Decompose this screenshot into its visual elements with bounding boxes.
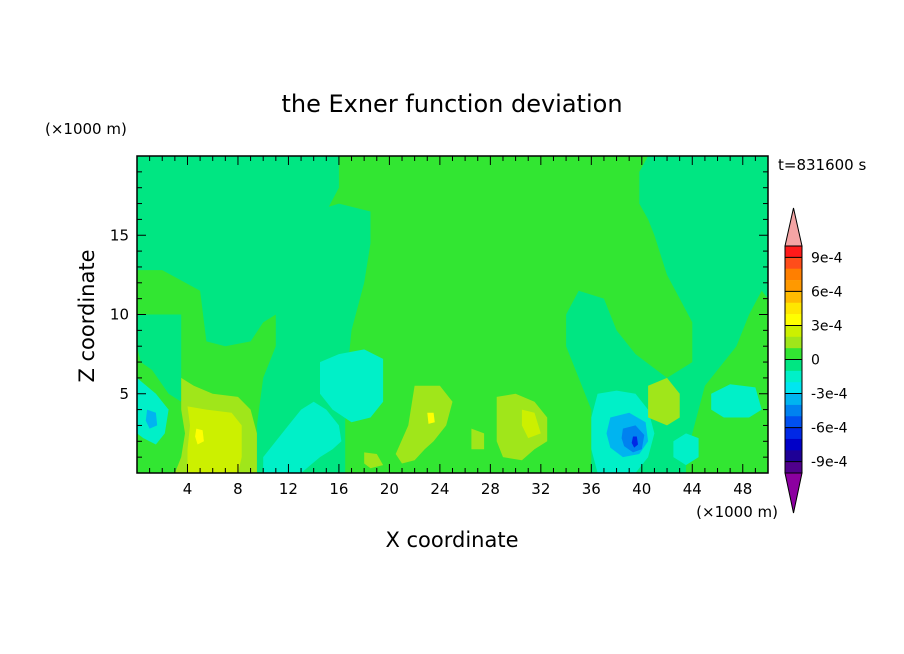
x-tick-label: 28 [481, 480, 500, 498]
colorbar-level-9 [785, 348, 802, 360]
time-label: t=831600 s [778, 156, 866, 174]
chart-title: the Exner function deviation [281, 90, 622, 118]
colorbar-level-16 [785, 427, 802, 440]
contour-region-14 [364, 452, 384, 469]
x-tick-label: 24 [430, 480, 449, 498]
y-tick-label: 10 [110, 306, 129, 324]
colorbar-level-15 [785, 416, 802, 428]
x-tick-label: 8 [233, 480, 243, 498]
colorbar-label: 9e-4 [811, 250, 843, 266]
contour-region-17 [521, 409, 541, 439]
y-tick-label: 15 [110, 226, 129, 244]
x-tick-label: 48 [733, 480, 752, 498]
contour-region-5 [263, 401, 342, 473]
colorbar-level-4 [785, 291, 802, 304]
colorbar-level-1 [785, 257, 802, 269]
x-tick-label: 32 [531, 480, 550, 498]
x-tick-label: 12 [279, 480, 298, 498]
contour-region-4 [137, 377, 169, 445]
colorbar-label: -3e-4 [811, 387, 848, 403]
colorbar-level-12 [785, 382, 802, 394]
colorbar-level-11 [785, 370, 802, 383]
colorbar-level-6 [785, 314, 802, 326]
colorbar-level-18 [785, 450, 802, 462]
x-axis-unit: (×1000 m) [696, 503, 778, 521]
y-tick-label: 5 [119, 385, 129, 403]
colorbar-label: 6e-4 [811, 284, 843, 300]
colorbar-level-19 [785, 461, 802, 474]
colorbar: 9e-4 6e-4 3e-4 0 -3e-4 -6e-4 -9e-4 [784, 207, 848, 514]
contour-region-13 [648, 377, 680, 426]
x-tick-label: 44 [683, 480, 702, 498]
contour-region-6 [320, 349, 384, 423]
x-tick-label: 4 [183, 480, 193, 498]
colorbar-level-8 [785, 336, 802, 349]
contour-region-11 [395, 385, 453, 464]
contour-region-9 [673, 433, 699, 466]
contour-region-18 [195, 428, 204, 445]
colorbar-level-10 [785, 359, 802, 372]
colorbar-level-14 [785, 404, 802, 417]
colorbar-label: -6e-4 [811, 421, 848, 437]
contour-region-16 [187, 406, 242, 473]
x-axis-label: X coordinate [385, 528, 518, 552]
contour-region-23 [631, 436, 638, 448]
colorbar-under-arrow [784, 472, 803, 514]
x-tick-label: 40 [632, 480, 651, 498]
colorbar-level-2 [785, 268, 802, 281]
contour-region-20 [145, 409, 158, 429]
contour-region-8 [711, 384, 762, 418]
x-tick-label: 16 [329, 480, 348, 498]
colorbar-label: 0 [811, 353, 820, 369]
colorbar-level-13 [785, 393, 802, 406]
colorbar-level-0 [785, 246, 802, 258]
x-tick-label: 20 [380, 480, 399, 498]
contour-region-12 [496, 393, 548, 461]
contour-region-3 [686, 290, 768, 473]
y-axis-unit: (×1000 m) [45, 120, 127, 138]
colorbar-level-3 [785, 280, 802, 292]
x-tick-label: 36 [582, 480, 601, 498]
colorbar-level-7 [785, 325, 802, 338]
colorbar-label: -9e-4 [811, 455, 848, 471]
contour-field [137, 156, 768, 473]
contour-region-15 [471, 428, 485, 450]
colorbar-level-17 [785, 438, 802, 451]
colorbar-label: 3e-4 [811, 318, 843, 334]
contour-region-19 [427, 412, 435, 424]
colorbar-level-5 [785, 302, 802, 315]
y-axis-label: Z coordinate [75, 249, 99, 382]
colorbar-over-arrow [784, 207, 803, 247]
